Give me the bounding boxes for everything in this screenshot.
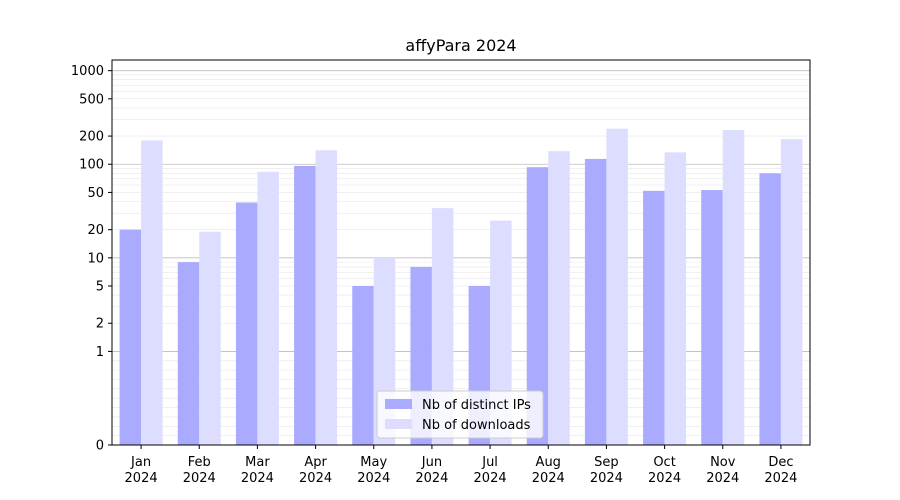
- x-tick-label-year: 2024: [299, 471, 332, 486]
- x-tick-label-month: Apr: [304, 455, 327, 470]
- bar-distinct-ips-apr: [294, 165, 316, 445]
- legend-box: [376, 390, 544, 439]
- bar-downloads-sep: [606, 128, 628, 445]
- x-tick-label-year: 2024: [241, 471, 274, 486]
- bar-distinct-ips-sep: [584, 158, 607, 446]
- bar-downloads-mar: [257, 171, 279, 445]
- bar-distinct-ips-oct: [643, 190, 665, 445]
- x-tick-label-year: 2024: [183, 471, 216, 486]
- legend-label: Nb of distinct IPs: [422, 398, 531, 413]
- x-tick-label-month: Jun: [421, 455, 442, 470]
- x-tick-label-year: 2024: [532, 471, 565, 486]
- y-tick-label: 200: [79, 130, 104, 145]
- x-tick-label-month: Jul: [481, 455, 498, 470]
- y-tick-label: 100: [79, 158, 104, 173]
- x-tick-label-month: Nov: [710, 455, 736, 470]
- bar-downloads-jun: [431, 208, 454, 445]
- x-tick-label-year: 2024: [415, 471, 448, 486]
- bar-distinct-ips-may: [352, 286, 374, 445]
- chart-title: affyPara 2024: [405, 36, 516, 55]
- y-tick-label: 2: [96, 317, 104, 332]
- y-tick-label: 500: [79, 92, 104, 107]
- y-tick-label: 20: [87, 223, 104, 238]
- legend-label: Nb of downloads: [422, 418, 531, 433]
- x-axis: Jan2024Feb2024Mar2024Apr2024May2024Jun20…: [125, 445, 797, 486]
- plot-frame: [111, 59, 811, 446]
- bar-distinct-ips-feb: [177, 262, 200, 445]
- y-tick-label: 5: [96, 280, 104, 295]
- legend: Nb of distinct IPs Nb of downloads: [376, 390, 544, 439]
- x-tick-label-month: Feb: [188, 455, 211, 470]
- bar-distinct-ips-nov: [701, 190, 723, 445]
- legend-swatch: [385, 399, 412, 409]
- x-tick-label-year: 2024: [357, 471, 390, 486]
- bar-downloads-jul: [490, 220, 512, 445]
- y-tick-label: 1000: [71, 64, 104, 79]
- bar-distinct-ips-dec: [759, 173, 781, 445]
- grid-layer: [112, 70, 810, 436]
- x-tick-label-year: 2024: [125, 471, 158, 486]
- legend-swatch: [385, 419, 412, 429]
- bar-downloads-dec: [780, 139, 803, 445]
- bar-distinct-ips-jan: [119, 229, 142, 445]
- bar-downloads-oct: [664, 152, 687, 445]
- y-tick-label: 0: [96, 439, 104, 454]
- y-tick-label: 10: [87, 251, 104, 266]
- x-tick-label-month: Mar: [245, 455, 270, 470]
- x-tick-label-month: Sep: [594, 455, 619, 470]
- x-tick-label-year: 2024: [474, 471, 507, 486]
- bar-distinct-ips-aug: [526, 167, 549, 446]
- y-axis: 0 1 2 5 10 20 50 100 200 500 1000: [71, 64, 112, 454]
- x-tick-label-month: Oct: [653, 455, 675, 470]
- x-tick-label-month: Jan: [130, 455, 151, 470]
- bar-downloads-nov: [722, 130, 745, 445]
- x-tick-label-month: Dec: [768, 455, 793, 470]
- x-tick-label-month: Aug: [536, 455, 561, 470]
- x-tick-label-year: 2024: [706, 471, 739, 486]
- x-tick-label-year: 2024: [590, 471, 623, 486]
- bar-downloads-apr: [315, 150, 338, 445]
- y-tick-label: 50: [87, 186, 104, 201]
- x-tick-label-month: May: [360, 455, 387, 470]
- x-tick-label-year: 2024: [764, 471, 797, 486]
- bar-downloads-aug: [548, 151, 570, 446]
- x-tick-label-year: 2024: [648, 471, 681, 486]
- bar-downloads-jan: [141, 140, 163, 445]
- bar-downloads-feb: [199, 231, 221, 445]
- y-tick-label: 1: [96, 345, 104, 360]
- bar-distinct-ips-mar: [235, 202, 258, 445]
